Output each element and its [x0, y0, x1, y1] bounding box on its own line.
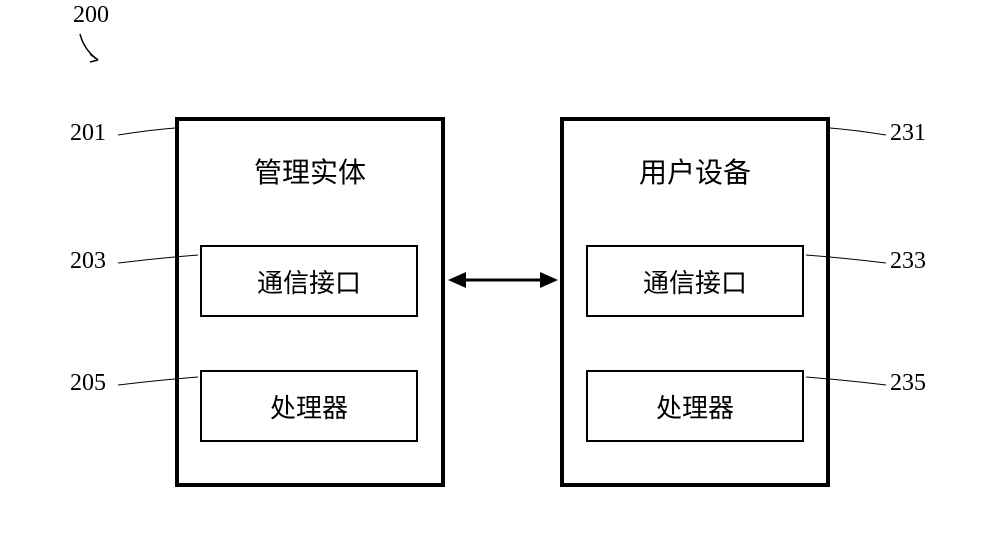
connector-arrow	[0, 0, 1000, 539]
diagram-canvas: 200 管理实体 通信接口 处理器 用户设备 通信接口 处理器 201 203 …	[0, 0, 1000, 539]
